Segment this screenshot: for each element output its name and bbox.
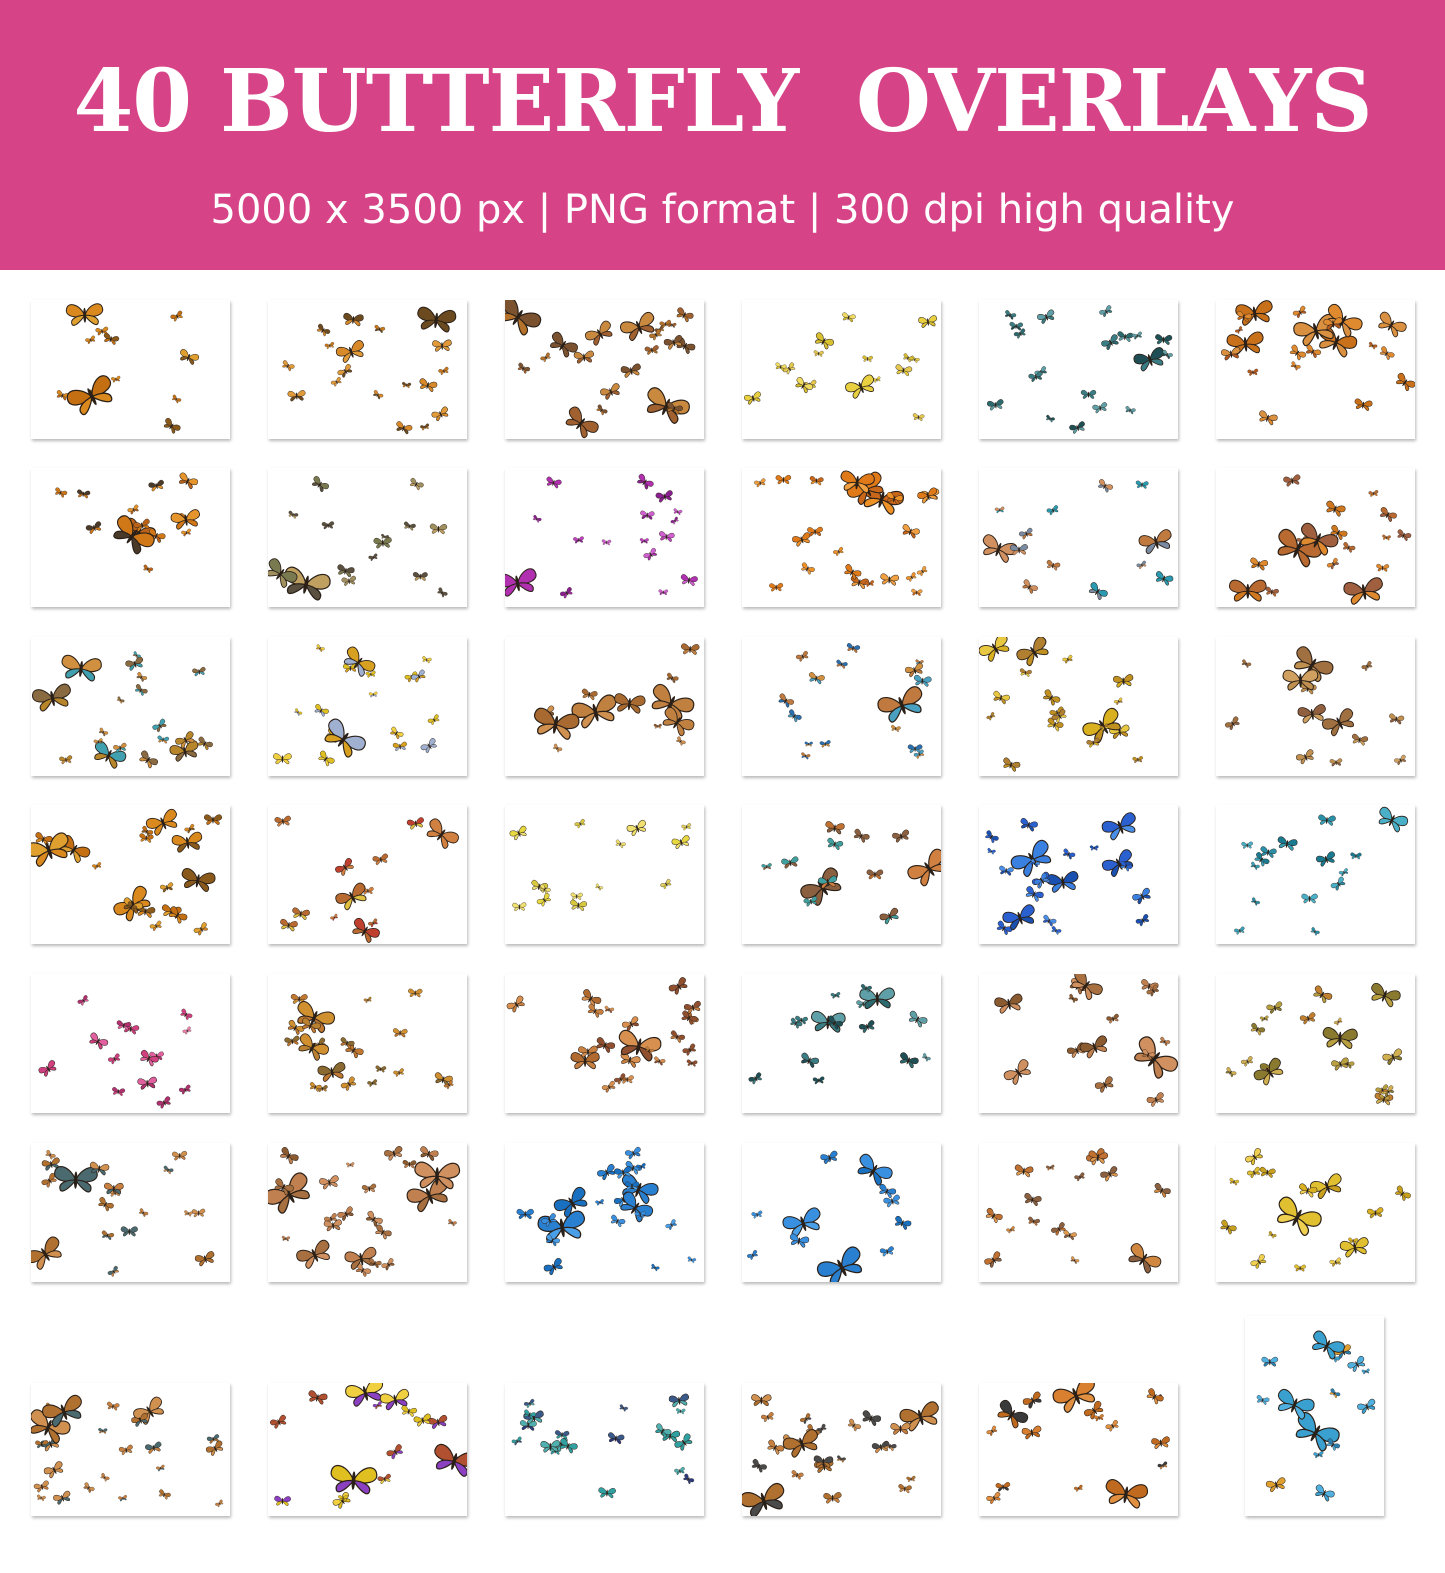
header-banner: 40 BUTTERFLY OVERLAYS 5000 x 3500 px | P… [0, 0, 1445, 270]
overlay-preview [979, 1143, 1178, 1282]
overlay-preview [1216, 1143, 1415, 1282]
butterfly-scatter-image [268, 1145, 461, 1277]
overlay-preview [505, 637, 704, 776]
overlay-preview [742, 1383, 941, 1516]
butterfly-scatter-image [511, 1393, 695, 1499]
butterfly-scatter-image [32, 651, 213, 769]
overlay-preview [979, 637, 1178, 776]
overlay-preview [1216, 468, 1415, 607]
butterfly-scatter-image [1256, 1330, 1376, 1502]
overlay-preview [1216, 974, 1415, 1113]
butterfly-scatter-image [282, 306, 457, 435]
overlay-preview [979, 1383, 1178, 1516]
butterfly-scatter-image [505, 300, 696, 439]
overlay-preview [505, 974, 704, 1113]
butterfly-scatter-image [284, 988, 454, 1092]
butterfly-scatter-image [984, 1148, 1171, 1274]
overlay-preview [268, 1383, 467, 1516]
butterfly-scatter-image [1234, 806, 1409, 936]
butterfly-scatter-image [979, 637, 1143, 772]
overlay-preview [979, 805, 1178, 944]
overlay-preview [31, 1143, 230, 1282]
butterfly-scatter-image [509, 818, 692, 912]
overlay-preview [742, 1143, 941, 1282]
overlay-preview [742, 468, 941, 607]
butterfly-scatter-image [506, 977, 701, 1093]
butterfly-scatter-image [270, 1383, 467, 1509]
butterfly-scatter-image [274, 815, 459, 943]
butterfly-scatter-image [1229, 474, 1412, 605]
butterfly-scatter-image [516, 1146, 697, 1276]
butterfly-scatter-image [1225, 982, 1402, 1106]
overlay-preview [742, 805, 941, 944]
overlay-preview [979, 468, 1178, 607]
butterfly-scatter-image [533, 643, 700, 753]
overlay-preview [268, 974, 467, 1113]
overlay-preview [1216, 805, 1415, 944]
butterfly-scatter-image [268, 476, 448, 601]
butterfly-scatter-image [986, 1383, 1170, 1509]
overlay-preview [979, 974, 1178, 1113]
butterfly-scatter-image [748, 984, 931, 1085]
butterfly-scatter-image [56, 303, 199, 434]
butterfly-scatter-image [985, 812, 1151, 935]
overlay-preview [742, 974, 941, 1113]
butterfly-scatter-image [31, 1394, 224, 1508]
butterfly-scatter-image [38, 995, 193, 1109]
overlay-preview [505, 468, 704, 607]
butterfly-scatter-image [744, 312, 938, 422]
butterfly-scatter-image [778, 643, 932, 760]
overlay-preview [742, 637, 941, 776]
overlay-preview [979, 300, 1178, 439]
butterfly-scatter-image [273, 644, 440, 767]
overlay-preview [268, 637, 467, 776]
overlay-preview [31, 300, 230, 439]
overlay-preview [268, 1143, 467, 1282]
page-title: 40 BUTTERFLY OVERLAYS [73, 51, 1372, 152]
butterfly-scatter-image [747, 1150, 912, 1282]
overlay-preview [31, 805, 230, 944]
overlay-preview [31, 974, 230, 1113]
overlay-preview [1216, 637, 1415, 776]
overlay-preview [505, 1383, 704, 1516]
butterfly-scatter-image [505, 473, 698, 599]
overlay-preview [505, 300, 704, 439]
butterfly-scatter-image [986, 305, 1173, 434]
butterfly-scatter-image [754, 470, 940, 596]
butterfly-scatter-image [31, 1150, 215, 1277]
product-specs: 5000 x 3500 px | PNG format | 300 dpi hi… [210, 187, 1235, 233]
overlay-preview [505, 1143, 704, 1282]
butterfly-scatter-image [31, 808, 222, 936]
overlay-preview [268, 468, 467, 607]
overlay-preview [31, 468, 230, 607]
overlay-preview [1216, 300, 1415, 439]
overlay-preview [31, 1383, 230, 1516]
butterfly-scatter-image [1221, 300, 1415, 426]
butterfly-scatter-image [742, 1394, 939, 1516]
overlay-preview [505, 805, 704, 944]
overlay-preview [268, 300, 467, 439]
butterfly-scatter-image [982, 479, 1174, 600]
overlay-preview [268, 805, 467, 944]
butterfly-scatter-image [994, 974, 1178, 1107]
butterfly-scatter-image [1220, 1148, 1411, 1272]
overlay-preview [742, 300, 941, 439]
butterfly-scatter-image [761, 821, 941, 925]
butterfly-scatter-image [55, 472, 200, 573]
butterfly-scatter-image [1225, 646, 1406, 767]
overlay-preview [31, 637, 230, 776]
overlay-preview [1245, 1316, 1384, 1516]
